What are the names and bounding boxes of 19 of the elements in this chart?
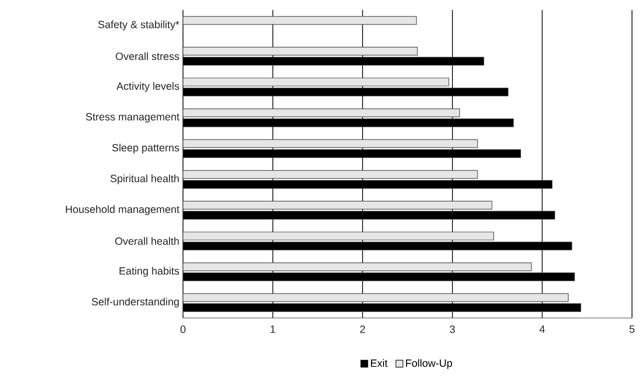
x-tick-label: 1: [270, 326, 276, 333]
y-tick-label: Self-understanding: [92, 298, 179, 308]
x-tick-label: 4: [540, 326, 545, 333]
y-tick-label: Overall health: [115, 237, 179, 245]
x-tick-label: 3: [450, 326, 455, 333]
y-tick-label: Overall stress: [116, 52, 180, 60]
bar: [182, 16, 417, 25]
y-tick-label: Eating habits: [120, 266, 180, 277]
x-tick-label: 5: [630, 326, 634, 333]
y-tick-label: Safety & stability*: [98, 20, 180, 30]
x-tick-label: 2: [360, 326, 365, 333]
y-tick-label: Household management: [66, 205, 180, 216]
y-tick-label: Spiritual health: [110, 174, 179, 184]
y-tick-label: Stress management: [86, 113, 180, 123]
y-tick-label: Sleep patterns: [112, 144, 180, 154]
x-tick-label: 0: [180, 326, 186, 333]
y-tick-label: Activity levels: [116, 82, 180, 92]
legend-label: Follow-Up: [406, 359, 452, 369]
legend-label: Exit: [370, 359, 388, 367]
